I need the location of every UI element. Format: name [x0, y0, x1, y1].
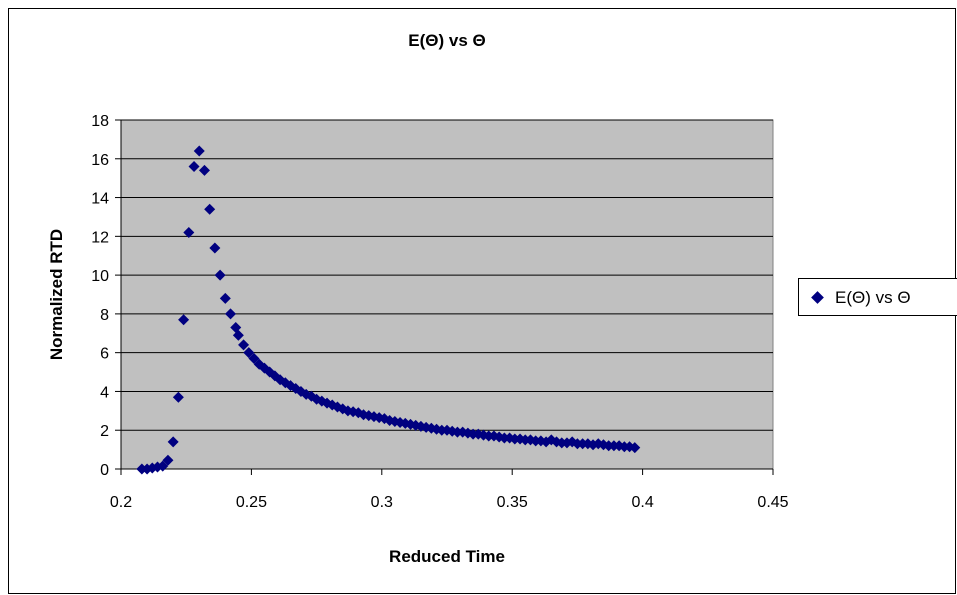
data-point — [188, 161, 200, 173]
x-axis-label: Reduced Time — [389, 547, 505, 566]
data-point — [172, 391, 184, 403]
y-tick-label: 4 — [100, 384, 109, 401]
y-tick-label: 12 — [91, 229, 109, 246]
data-point — [629, 442, 641, 454]
data-point — [193, 145, 205, 157]
data-point — [157, 460, 169, 472]
legend-entry-label: E(Θ) vs Θ — [835, 288, 911, 307]
chart-svg: 0 2 4 6 8 10 12 14 16 18 0.2 0.25 0.3 0.35 0.4 0.45 E(Θ)… — [47, 31, 789, 566]
legend: E(Θ) vs Θ — [798, 278, 957, 316]
x-tick-label: 0.35 — [497, 494, 528, 511]
y-tick-label: 18 — [91, 113, 109, 130]
data-point — [504, 432, 516, 444]
legend-marker-diamond-icon — [811, 291, 824, 304]
data-point — [248, 352, 260, 364]
x-tick-label: 0.3 — [371, 494, 393, 511]
data-point — [209, 242, 221, 254]
data-point — [225, 308, 237, 320]
y-tick-label: 10 — [91, 268, 109, 285]
data-point — [178, 314, 190, 326]
y-axis-label: Normalized RTD — [47, 229, 66, 360]
y-tick-label: 8 — [100, 307, 109, 324]
data-point — [243, 347, 255, 359]
data-point — [238, 339, 250, 351]
y-tick-label: 6 — [100, 346, 109, 363]
y-tick-label: 2 — [100, 423, 109, 440]
x-tick-label: 0.25 — [236, 494, 267, 511]
x-tick-label: 0.2 — [110, 494, 132, 511]
data-point — [204, 203, 216, 215]
data-point — [232, 329, 244, 341]
chart-title: E(Θ) vs Θ — [408, 31, 485, 50]
y-tick-label: 14 — [91, 191, 109, 208]
data-point — [214, 269, 226, 281]
y-tick-label: 0 — [100, 462, 109, 479]
plot-background — [120, 119, 774, 470]
x-tick-label: 0.45 — [757, 494, 788, 511]
y-tick-label: 16 — [91, 152, 109, 169]
data-point — [198, 164, 210, 176]
data-point — [183, 226, 195, 238]
data-point — [167, 436, 179, 448]
x-tick-label: 0.4 — [631, 494, 653, 511]
data-point — [162, 454, 174, 466]
data-point — [219, 292, 231, 304]
